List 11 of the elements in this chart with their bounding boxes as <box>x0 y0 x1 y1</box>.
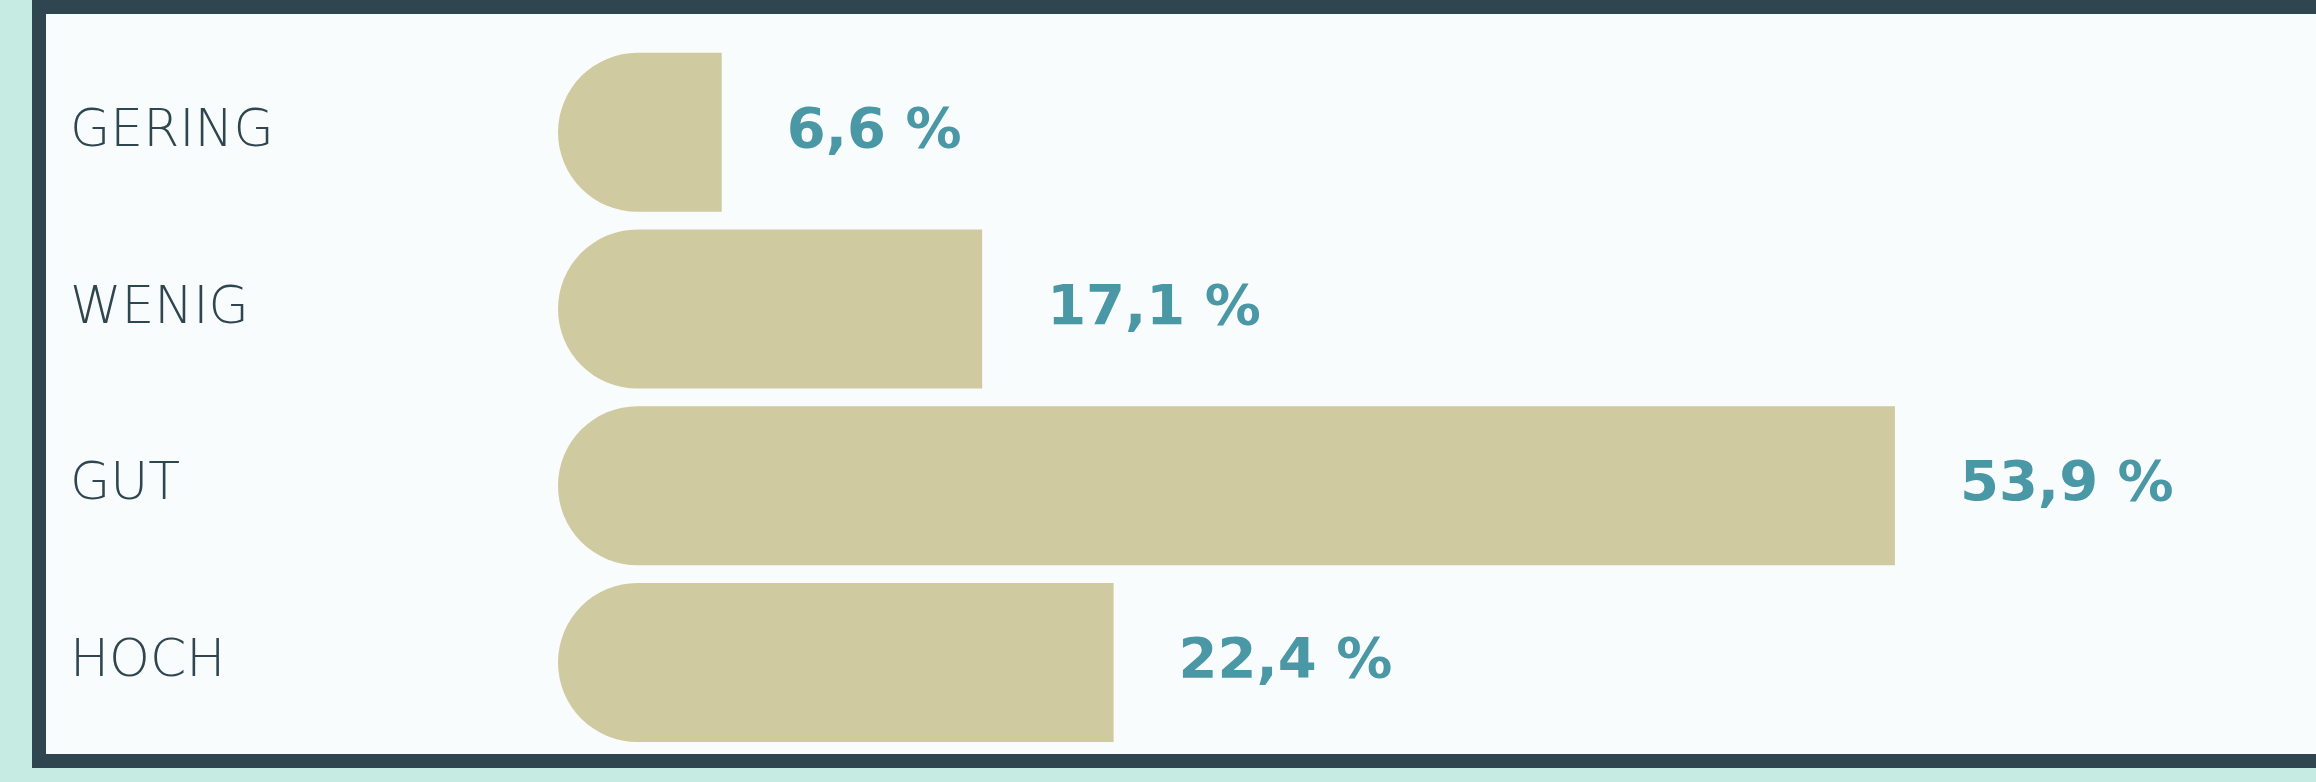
y-tick-label: WENIG <box>70 274 249 335</box>
data-label: 22,4 % <box>1178 625 1393 690</box>
y-tick-label: GERING <box>70 97 274 158</box>
y-tick-label: HOCH <box>70 627 226 688</box>
data-label: 53,9 % <box>1959 448 2174 514</box>
bar <box>558 582 1114 742</box>
y-tick-label: GUT <box>70 451 181 512</box>
data-label: 6,6 % <box>786 94 962 160</box>
bar <box>558 406 1895 566</box>
bar <box>558 229 983 389</box>
data-label: 17,1 % <box>1047 271 1261 337</box>
